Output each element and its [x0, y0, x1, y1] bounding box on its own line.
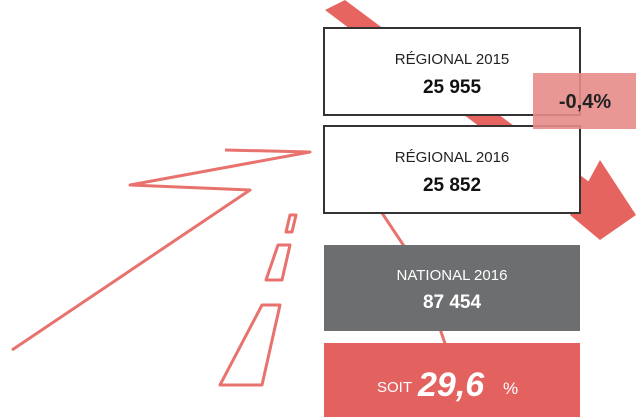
box-regional-2016: [324, 126, 580, 213]
box-value: 25 852: [423, 175, 481, 196]
box-value: 25 955: [423, 77, 482, 98]
infographic: RÉGIONAL 2015 25 955 RÉGIONAL 2016 25 85…: [0, 0, 636, 417]
box-label: NATIONAL 2016: [397, 267, 508, 284]
share-value: 29,6: [417, 366, 485, 404]
share-unit: %: [503, 379, 518, 398]
box-label: RÉGIONAL 2015: [395, 51, 510, 68]
box-national-2016: [324, 245, 580, 331]
change-value: -0,4%: [559, 91, 611, 113]
box-label: RÉGIONAL 2016: [395, 149, 510, 166]
share-prefix: SOIT: [377, 379, 412, 396]
box-value: 87 454: [423, 292, 482, 313]
